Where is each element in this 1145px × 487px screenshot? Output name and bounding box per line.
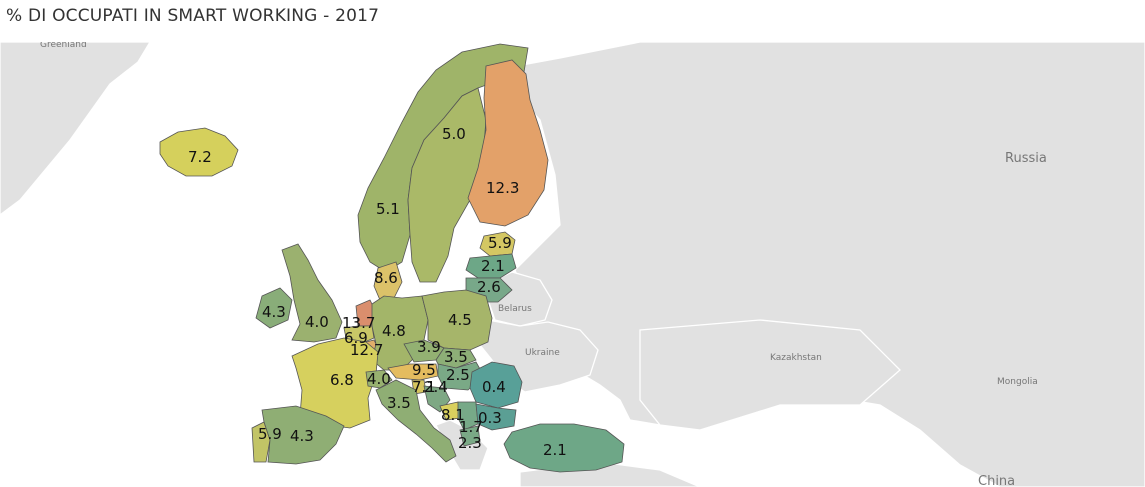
poland-value: 4.5 <box>448 311 472 329</box>
denmark-value: 8.6 <box>374 269 398 287</box>
italy-shape[interactable] <box>375 379 457 463</box>
croatia-value: 2.4 <box>424 378 448 396</box>
norway-value: 5.1 <box>376 200 400 218</box>
kazakhstan-label: Kazakhstan <box>770 353 822 363</box>
geo-labels: Greenland Russia Belarus Ukraine Kazakhs… <box>40 42 1047 487</box>
macedonia-shape[interactable] <box>459 425 481 447</box>
belgium-value: 6.9 <box>344 329 368 347</box>
uk-value: 4.0 <box>305 313 329 331</box>
spain-value: 4.3 <box>290 427 314 445</box>
ukraine-label: Ukraine <box>525 348 560 358</box>
slovakia-value: 3.5 <box>444 348 468 366</box>
france-shape[interactable] <box>291 337 379 429</box>
value-labels: 7.2 5.1 5.0 12.3 5.9 2.1 2.6 8.6 4.3 4.0… <box>188 125 567 459</box>
portugal-shape[interactable] <box>251 421 271 463</box>
ireland-shape[interactable] <box>255 287 293 329</box>
serbia-value: 1.7 <box>459 418 483 436</box>
iceland-value: 7.2 <box>188 148 212 166</box>
bulgaria-shape[interactable] <box>475 403 517 431</box>
map-area[interactable]: Greenland Russia Belarus Ukraine Kazakhs… <box>0 42 1145 487</box>
switzerland-shape[interactable] <box>365 369 393 389</box>
france-value: 6.8 <box>330 371 354 389</box>
turkey-shape[interactable] <box>503 423 625 473</box>
country-shapes[interactable] <box>159 43 625 473</box>
latvia-value: 2.1 <box>481 257 505 275</box>
luxembourg-value: 12.7 <box>350 341 383 359</box>
map-title: % DI OCCUPATI IN SMART WORKING - 2017 <box>6 6 380 26</box>
estonia-value: 5.9 <box>488 234 512 252</box>
poland-shape[interactable] <box>421 289 493 351</box>
germany-value: 4.8 <box>382 322 406 340</box>
sweden-shape[interactable] <box>407 87 487 283</box>
macedonia-value: 2.3 <box>458 434 482 452</box>
portugal-value: 5.9 <box>258 425 282 443</box>
switzerland-value: 4.0 <box>367 370 391 388</box>
finland-value: 12.3 <box>486 179 519 197</box>
china-label: China <box>978 474 1015 487</box>
czechia-value: 3.9 <box>417 338 441 356</box>
romania-value: 0.4 <box>482 378 506 396</box>
russia-label: Russia <box>1005 151 1047 166</box>
slovenia-value: 7.1 <box>412 378 436 396</box>
belarus-label: Belarus <box>498 304 532 314</box>
lithuania-value: 2.6 <box>477 278 501 296</box>
latvia-shape[interactable] <box>465 253 517 279</box>
iceland-shape[interactable] <box>159 127 239 177</box>
central-asia-shape <box>639 319 901 431</box>
hungary-value: 2.5 <box>446 366 470 384</box>
finland-shape[interactable] <box>467 59 549 227</box>
bosnia-value: 8.1 <box>441 406 465 424</box>
turkey-value: 2.1 <box>543 441 567 459</box>
austria-value: 9.5 <box>412 361 436 379</box>
netherlands-value: 13.7 <box>342 314 375 332</box>
greenland-shape <box>0 42 151 216</box>
italy-value: 3.5 <box>387 394 411 412</box>
ireland-value: 4.3 <box>262 303 286 321</box>
romania-shape[interactable] <box>469 361 523 409</box>
map-svg[interactable]: Greenland Russia Belarus Ukraine Kazakhs… <box>0 42 1145 487</box>
uk-shape[interactable] <box>281 243 343 343</box>
mongolia-label: Mongolia <box>997 377 1038 387</box>
greenland-label: Greenland <box>40 42 87 50</box>
spain-shape[interactable] <box>261 405 345 465</box>
bulgaria-value: 0.3 <box>478 409 502 427</box>
sweden-value: 5.0 <box>442 125 466 143</box>
serbia-shape[interactable] <box>457 401 479 431</box>
